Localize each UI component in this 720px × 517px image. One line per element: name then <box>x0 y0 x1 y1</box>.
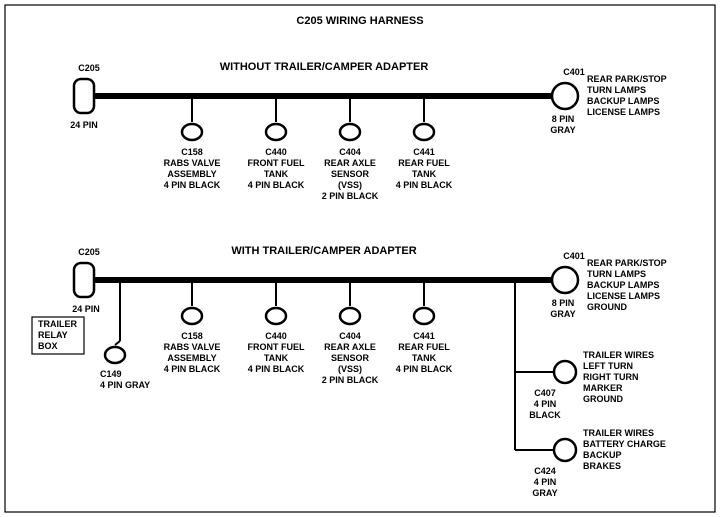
C441-label: C441 <box>413 147 435 157</box>
bot-heading: WITH TRAILER/CAMPER ADAPTER <box>231 245 416 257</box>
c424-spec: 4 PIN <box>534 477 557 487</box>
C404-desc: REAR AXLE <box>324 158 376 168</box>
c401-bot <box>552 267 578 293</box>
c424-desc: TRAILER WIRES <box>583 428 654 438</box>
drop-C404 <box>340 124 360 140</box>
C158-label: C158 <box>181 147 203 157</box>
drop-C158-b <box>182 308 202 324</box>
C158-desc: RABS VALVE <box>164 158 221 168</box>
c401-spec: 8 PIN <box>552 114 575 124</box>
c407-spec: BLACK <box>529 410 561 420</box>
drop-C440 <box>266 124 286 140</box>
c205b-label: C205 <box>78 247 100 257</box>
c401b-desc: LICENSE LAMPS <box>587 291 660 301</box>
relay-desc: TRAILER <box>38 319 77 329</box>
c407-desc: TRAILER WIRES <box>583 350 654 360</box>
C440b-desc: TANK <box>264 353 289 363</box>
c205-spec: 24 PIN <box>70 120 98 130</box>
c407-desc: MARKER <box>583 383 623 393</box>
c424 <box>554 439 576 461</box>
C404-desc: SENSOR <box>331 169 370 179</box>
c401-desc: LICENSE LAMPS <box>587 107 660 117</box>
c401b-label: C401 <box>563 251 585 261</box>
relay-line <box>115 341 120 345</box>
C440-desc: TANK <box>264 169 289 179</box>
c149-spec: 4 PIN GRAY <box>100 380 150 390</box>
c407-desc: GROUND <box>583 394 623 404</box>
c205-bot <box>74 263 94 297</box>
drop-C404-b <box>340 308 360 324</box>
top-heading: WITHOUT TRAILER/CAMPER ADAPTER <box>220 61 429 73</box>
c407-desc: RIGHT TURN <box>583 372 639 382</box>
c401-top <box>552 83 578 109</box>
C440-desc: FRONT FUEL <box>248 158 305 168</box>
c401b-desc: REAR PARK/STOP <box>587 258 667 268</box>
C404-desc: 2 PIN BLACK <box>322 191 379 201</box>
C158-desc: 4 PIN BLACK <box>164 180 221 190</box>
C158-desc: ASSEMBLY <box>167 169 216 179</box>
C404b-desc: 2 PIN BLACK <box>322 375 379 385</box>
C440-desc: 4 PIN BLACK <box>248 180 305 190</box>
C440b-desc: 4 PIN BLACK <box>248 364 305 374</box>
c407 <box>554 361 576 383</box>
drop-C440-b <box>266 308 286 324</box>
c407-label: C407 <box>534 388 556 398</box>
C441b-desc: REAR FUEL <box>398 342 450 352</box>
C404b-desc: (VSS) <box>338 364 362 374</box>
C404-label: C404 <box>339 147 361 157</box>
c205-label: C205 <box>78 63 100 73</box>
c401-label: C401 <box>563 67 585 77</box>
C441b-desc: TANK <box>412 353 437 363</box>
c401b-desc: GROUND <box>587 302 627 312</box>
c424-label: C424 <box>534 466 556 476</box>
C440b-desc: FRONT FUEL <box>248 342 305 352</box>
c205-top <box>74 79 94 113</box>
C158b-desc: RABS VALVE <box>164 342 221 352</box>
diagram-title: C205 WIRING HARNESS <box>296 15 423 27</box>
c149-label: C149 <box>100 369 122 379</box>
wiring-diagram: C205 WIRING HARNESSC20524 PINC4018 PINGR… <box>0 0 720 517</box>
C441-desc: TANK <box>412 169 437 179</box>
drop-C441-b <box>414 308 434 324</box>
drop-C441 <box>414 124 434 140</box>
C404-desc: (VSS) <box>338 180 362 190</box>
C440-label: C440 <box>265 147 287 157</box>
C441b-desc: 4 PIN BLACK <box>396 364 453 374</box>
C404b-label: C404 <box>339 331 361 341</box>
c401-desc: REAR PARK/STOP <box>587 74 667 84</box>
C158b-desc: ASSEMBLY <box>167 353 216 363</box>
C404b-desc: REAR AXLE <box>324 342 376 352</box>
C404b-desc: SENSOR <box>331 353 370 363</box>
c407-spec: 4 PIN <box>534 399 557 409</box>
c401b-desc: BACKUP LAMPS <box>587 280 659 290</box>
c149 <box>105 347 125 363</box>
C441-desc: REAR FUEL <box>398 158 450 168</box>
c401-spec: GRAY <box>550 125 575 135</box>
relay-desc: RELAY <box>38 330 68 340</box>
relay-desc: BOX <box>38 341 58 351</box>
c424-spec: GRAY <box>532 488 557 498</box>
C158b-label: C158 <box>181 331 203 341</box>
drop-C158 <box>182 124 202 140</box>
C441b-label: C441 <box>413 331 435 341</box>
C441-desc: 4 PIN BLACK <box>396 180 453 190</box>
c401b-spec: GRAY <box>550 309 575 319</box>
c401b-desc: TURN LAMPS <box>587 269 646 279</box>
c401-desc: TURN LAMPS <box>587 85 646 95</box>
c424-desc: BACKUP <box>583 450 622 460</box>
c424-desc: BRAKES <box>583 461 621 471</box>
c401-desc: BACKUP LAMPS <box>587 96 659 106</box>
c424-desc: BATTERY CHARGE <box>583 439 666 449</box>
C440b-label: C440 <box>265 331 287 341</box>
c407-desc: LEFT TURN <box>583 361 633 371</box>
c401b-spec: 8 PIN <box>552 298 575 308</box>
C158b-desc: 4 PIN BLACK <box>164 364 221 374</box>
c205b-spec: 24 PIN <box>72 304 100 314</box>
